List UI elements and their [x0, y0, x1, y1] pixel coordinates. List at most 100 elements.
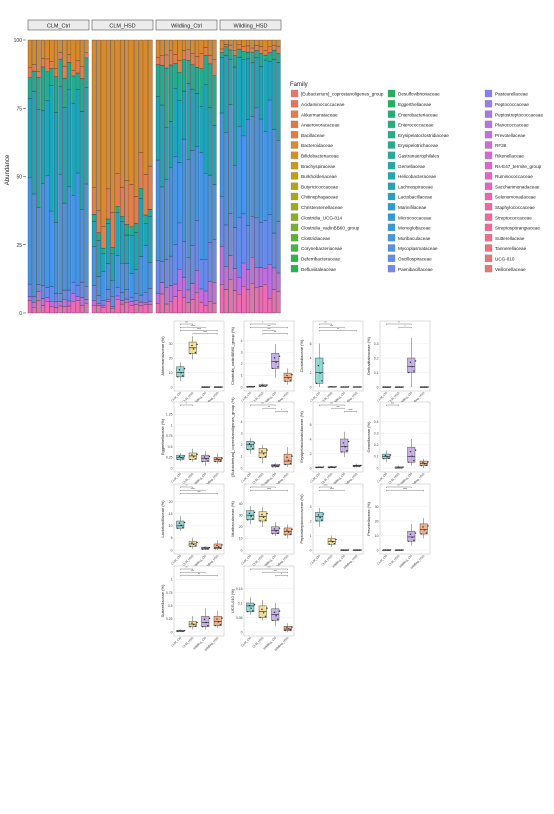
stacked-bar-segment — [40, 39, 45, 59]
legend-label: Micrococcaceae — [398, 215, 432, 220]
data-point — [275, 361, 277, 364]
legend-swatch — [387, 192, 396, 201]
legend-swatch — [290, 264, 299, 273]
data-point — [347, 386, 350, 388]
data-point — [317, 364, 320, 367]
data-point — [273, 528, 276, 530]
data-point — [219, 460, 222, 462]
legend-label: UCG-010 — [495, 257, 515, 262]
y-axis-label: [Eubacterium]_coprostanoligenes_group (%… — [230, 397, 235, 477]
panel-frame — [379, 401, 431, 473]
y-tick-label: 0.5 — [168, 445, 173, 449]
data-point — [344, 549, 346, 551]
data-point — [389, 549, 392, 551]
stacked-bar-segment — [115, 39, 120, 174]
stacked-bar-segment — [199, 39, 204, 54]
data-point — [423, 386, 426, 388]
y-tick-label: 0 — [377, 466, 379, 470]
data-point — [177, 458, 179, 461]
legend-label: Butyricicoccaceae — [301, 184, 338, 189]
panel-frame — [379, 320, 431, 392]
data-point — [335, 466, 337, 468]
data-point — [259, 520, 261, 522]
data-point — [253, 511, 256, 514]
data-point — [191, 622, 193, 624]
stacked-bar-segment — [101, 39, 106, 227]
stacked-bar-segment — [45, 39, 50, 60]
data-point — [400, 467, 403, 469]
significance-bracket — [386, 323, 412, 325]
significance-bracket — [250, 323, 276, 325]
legend-swatch — [290, 110, 299, 118]
data-point — [196, 621, 198, 624]
legend-label: Clostridiaceae — [301, 236, 331, 241]
data-point — [178, 455, 181, 458]
y-tick-label: 0.05 — [236, 616, 243, 620]
significance-label: *** — [397, 484, 400, 488]
data-point — [386, 386, 388, 388]
data-point — [180, 630, 182, 632]
data-point — [322, 513, 325, 515]
y-tick-label: 10 — [375, 534, 379, 538]
data-point — [192, 623, 195, 626]
data-point — [205, 386, 207, 388]
significance-label: **** — [203, 330, 207, 334]
data-point — [356, 549, 359, 551]
data-point — [408, 371, 410, 374]
data-point — [316, 382, 318, 385]
stacked-bar-segment — [195, 39, 200, 57]
data-point — [360, 386, 362, 388]
data-point — [272, 533, 274, 535]
significance-bracket — [250, 490, 288, 492]
y-tick-label: 20 — [169, 500, 173, 504]
legend-swatch — [484, 120, 493, 129]
stacked-bar-segment — [173, 39, 178, 55]
legend-swatch — [484, 89, 493, 98]
data-point — [284, 380, 286, 382]
legend-label: Veillonellaceae — [495, 267, 526, 272]
data-point — [420, 464, 422, 467]
data-point — [425, 386, 428, 388]
significance-bracket — [386, 490, 424, 492]
data-point — [388, 386, 390, 388]
data-point — [344, 386, 346, 388]
y-tick-label: 0 — [171, 630, 173, 634]
stacked-bar-segment — [84, 39, 89, 53]
significance-label: * — [281, 572, 282, 576]
data-point — [321, 466, 323, 469]
stacked-bar-segment — [168, 39, 173, 51]
significance-bracket — [180, 486, 193, 488]
significance-label: *** — [267, 324, 270, 328]
data-point — [287, 377, 290, 379]
legend-label: Marinifilaceae — [398, 205, 427, 210]
legend-swatch — [290, 213, 299, 221]
data-point — [203, 456, 206, 458]
data-point — [420, 533, 422, 535]
data-point — [196, 541, 198, 544]
data-point — [252, 610, 254, 612]
stacked-bar-segment — [241, 39, 246, 47]
data-point — [191, 344, 193, 347]
y-tick-label: 10 — [239, 537, 243, 541]
panel-frame — [312, 401, 364, 473]
legend-swatch — [290, 254, 299, 262]
data-point — [331, 386, 334, 388]
box — [407, 357, 416, 373]
data-point — [180, 524, 182, 527]
data-point — [248, 512, 251, 515]
y-tick-label: 2 — [310, 519, 312, 523]
data-point — [259, 385, 261, 388]
significance-label: ** — [337, 327, 339, 331]
data-point — [252, 386, 254, 388]
legend-label: Bacteroidaceae — [301, 143, 333, 148]
legend-label: Helicobacteraceae — [398, 174, 436, 179]
data-point — [221, 617, 223, 619]
data-point — [262, 612, 265, 614]
y-tick-label: 75 — [16, 106, 22, 112]
data-point — [383, 549, 385, 551]
box — [315, 357, 324, 384]
stacked-bar-segment — [120, 39, 125, 188]
